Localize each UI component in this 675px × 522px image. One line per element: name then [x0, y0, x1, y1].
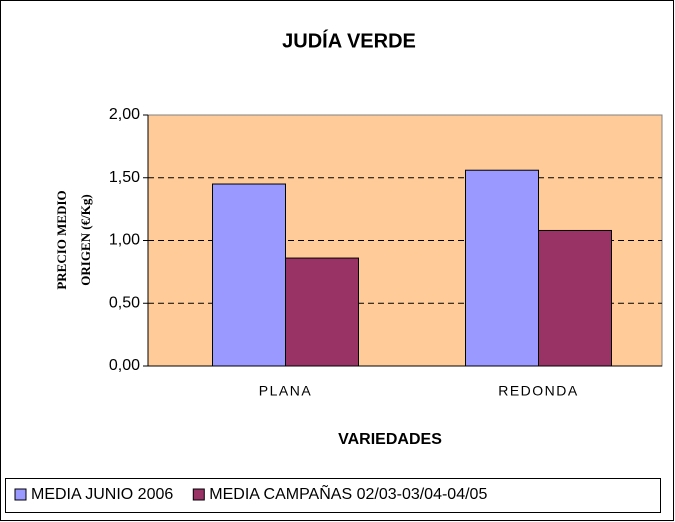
x-tick-label: REDONDA: [498, 383, 579, 399]
y-axis-label: PRECIO MEDIO: [54, 190, 69, 289]
chart-title: JUDÍA VERDE: [282, 29, 416, 52]
y-tick-label: 2,00: [109, 106, 140, 123]
y-tick-label: 0,00: [109, 357, 140, 374]
bar: [285, 257, 359, 367]
bar: [212, 183, 286, 367]
y-tick-label: 0,50: [109, 294, 140, 311]
y-tick-label: 1,50: [109, 169, 140, 186]
legend-label: MEDIA JUNIO 2006: [31, 486, 173, 503]
legend-swatch: [192, 488, 205, 501]
y-tick-label: 1,00: [109, 232, 140, 249]
legend-box: [5, 478, 661, 513]
legend-label: MEDIA CAMPAÑAS 02/03-03/04-04/05: [209, 483, 487, 503]
bar: [538, 229, 612, 367]
x-tick-label: PLANA: [259, 383, 312, 399]
bar: [465, 169, 539, 367]
x-axis-label: VARIEDADES: [338, 431, 442, 448]
y-axis-label: ORIGEN (€/Kg): [78, 194, 93, 285]
legend-swatch: [14, 488, 27, 501]
